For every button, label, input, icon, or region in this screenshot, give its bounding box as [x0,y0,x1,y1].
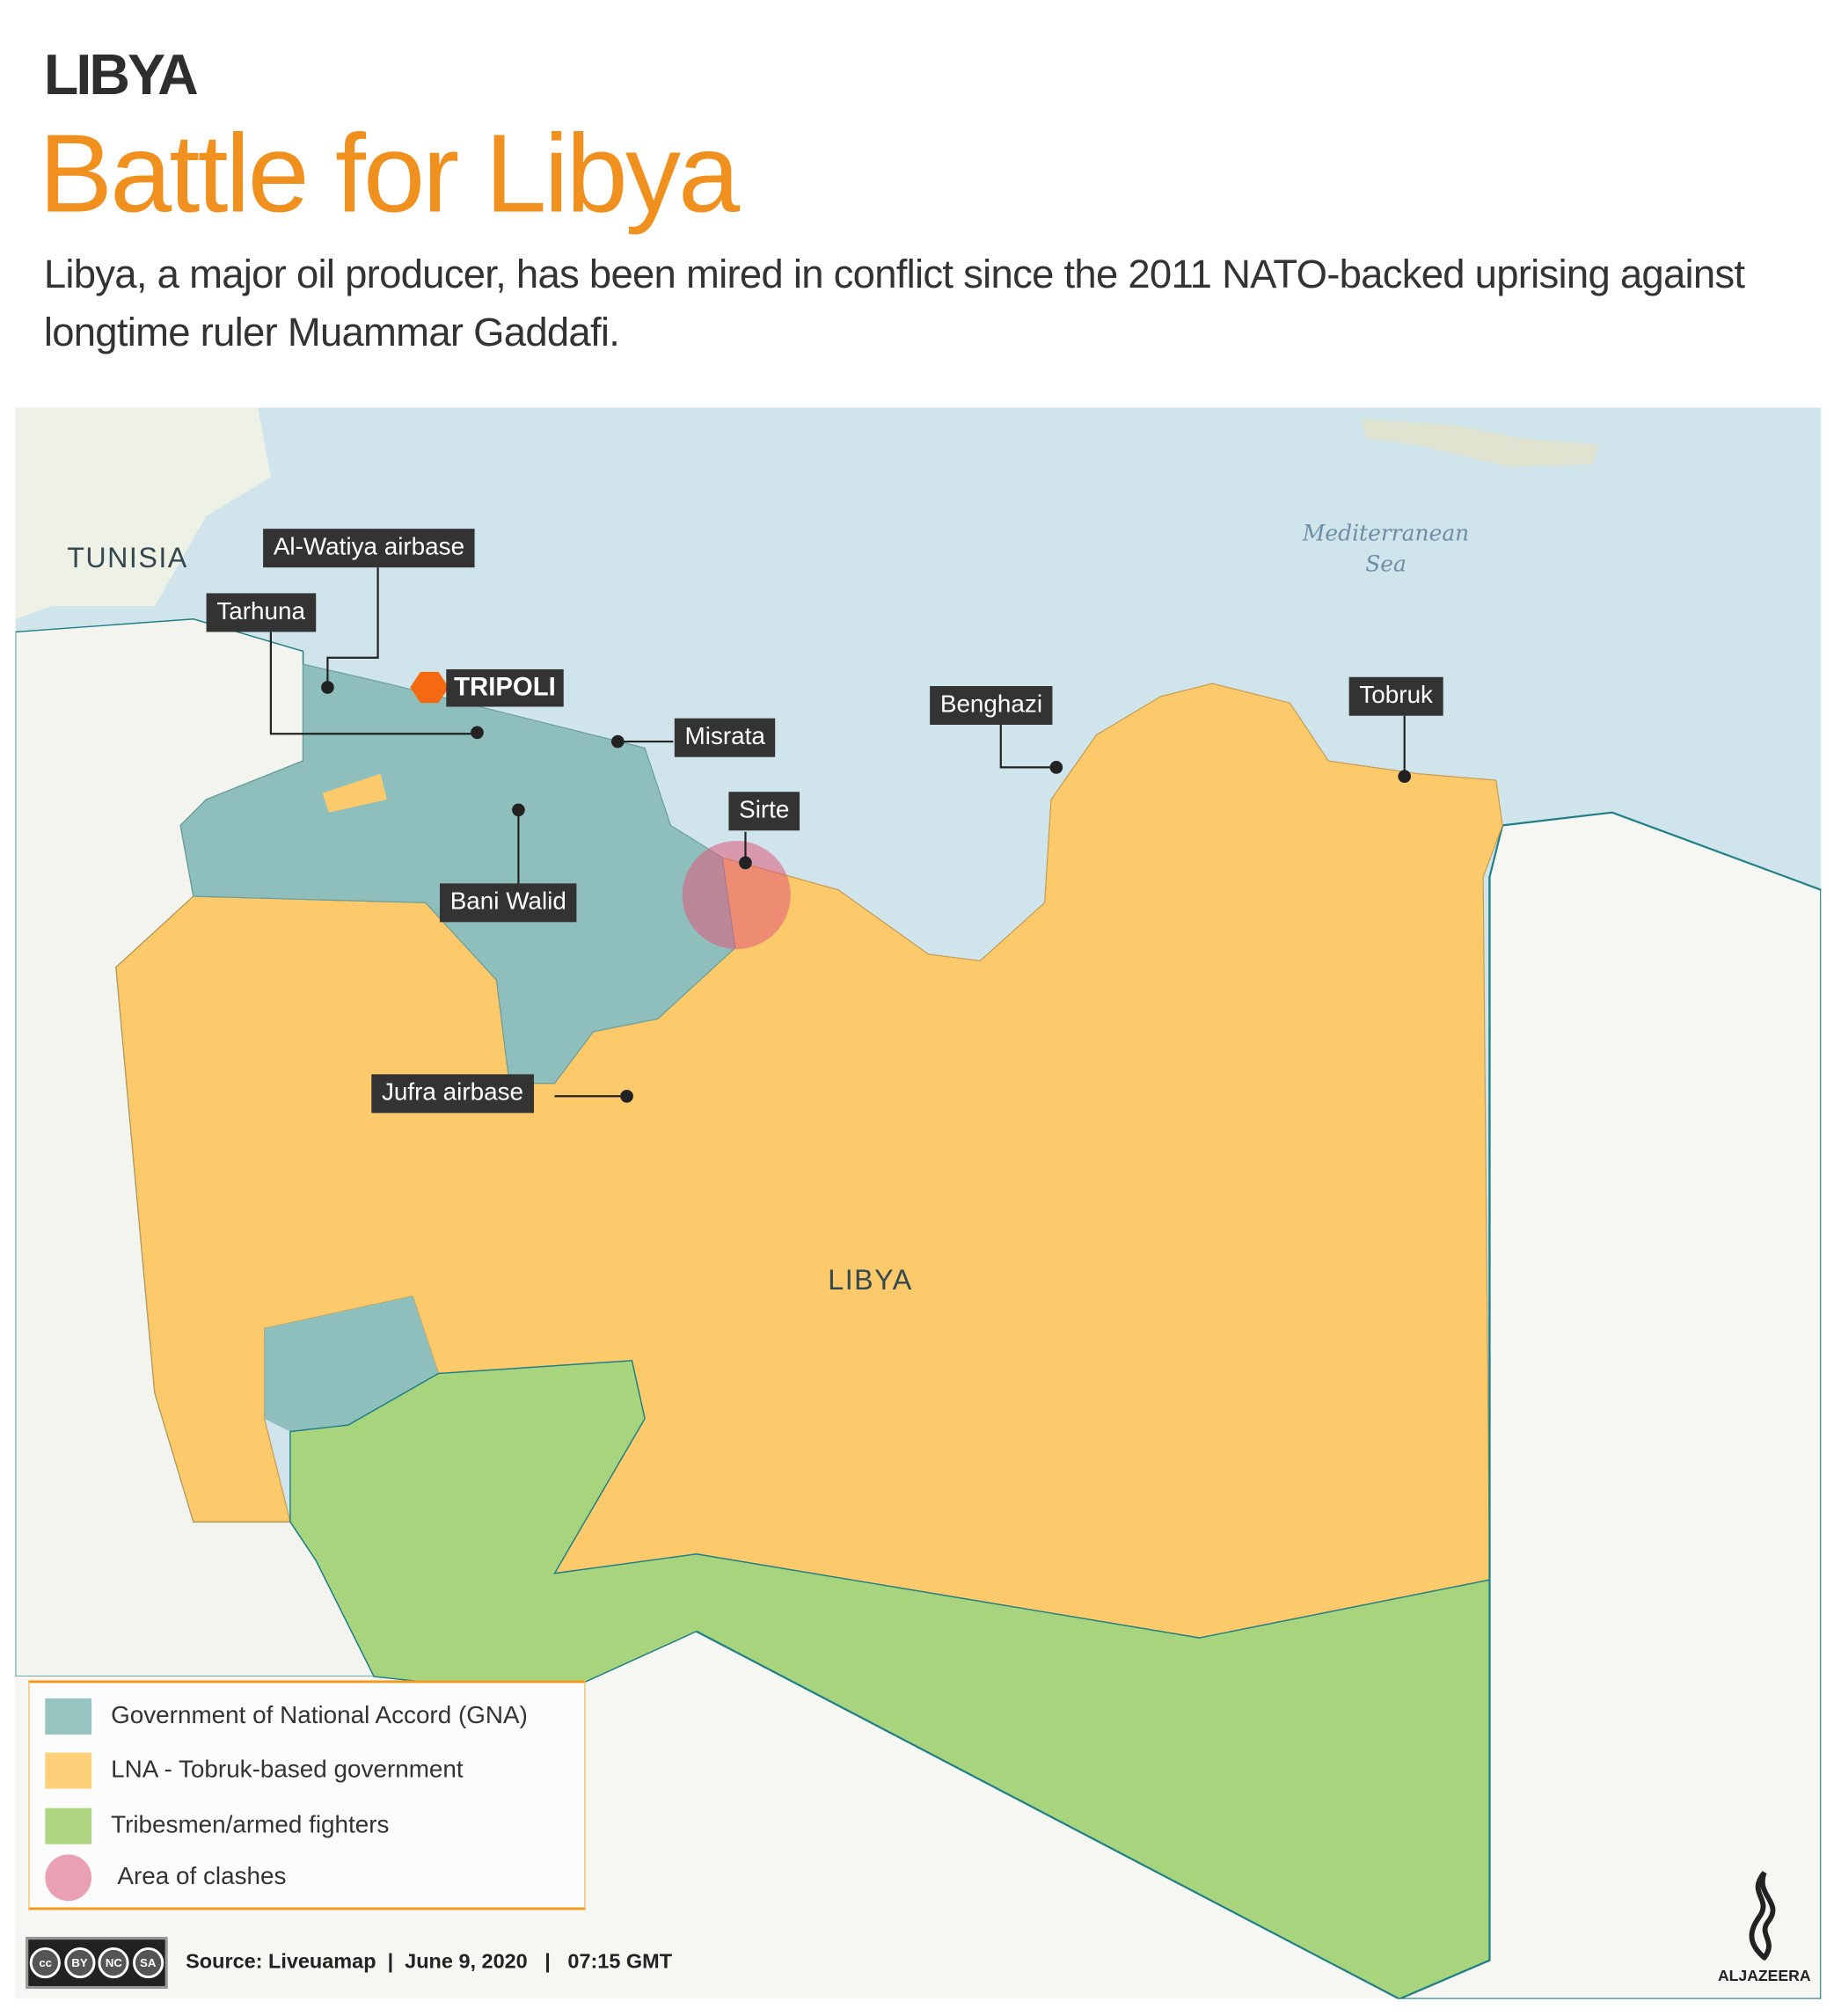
source-text: Source: Liveuamap | June 9, 2020 | 07:15… [186,1951,673,1974]
label-bani-walid: Bani Walid [439,883,577,923]
label-tarhuna: Tarhuna [206,593,316,632]
capital-marker-icon [410,671,449,704]
legend-item-tribes: Tribesmen/armed fighters [45,1808,389,1844]
label-sirte: Sirte [728,792,800,831]
legend: Government of National Accord (GNA) LNA … [28,1680,586,1910]
label-misrata: Misrata [674,718,776,757]
place-markers [321,681,1412,1103]
label-jufra: Jufra airbase [371,1074,534,1114]
libya-border [696,877,1491,1999]
leader-lines [269,567,1406,1098]
aljazeera-logo: ALJAZEERA [1715,1870,1813,1984]
label-libya: LIBYA [828,1263,913,1297]
footer: cc BY NC SA Source: Liveuamap | June 9, 202… [26,1937,672,1989]
lna-enclave [322,773,387,813]
page-title: Battle for Libya [38,112,740,237]
gna-territory [179,663,736,1085]
label-tobruk: Tobruk [1348,676,1443,716]
legend-item-gna: Government of National Accord (GNA) [45,1698,528,1735]
label-benghazi: Benghazi [930,686,1053,726]
legend-item-lna: LNA - Tobruk-based government [45,1752,464,1789]
aljazeera-logo-icon [1749,1871,1776,1961]
crete [1360,419,1600,467]
label-sea: Mediterranean Sea [1302,521,1470,578]
kicker: LIBYA [43,43,199,107]
legend-item-clashes: Area of clashes [45,1854,286,1902]
label-al-watiya: Al-Watiya airbase [263,529,475,568]
land-west [15,407,271,619]
label-tripoli: TRIPOLI [446,668,564,707]
subtitle: Libya, a major oil producer, has been mi… [43,251,1745,355]
creative-commons-icon: cc BY NC SA [26,1937,168,1989]
label-tunisia: TUNISIA [67,541,188,574]
clash-area [682,840,791,950]
